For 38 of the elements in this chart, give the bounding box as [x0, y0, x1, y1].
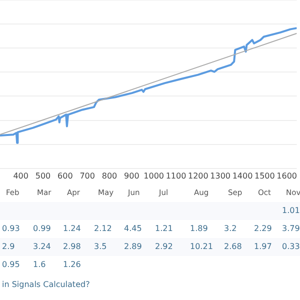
data-label: 2.12 [94, 224, 112, 233]
data-label: 1.26 [63, 260, 81, 269]
text: in Signals Calculated? [1, 279, 91, 291]
data-label: 0.93 [2, 224, 20, 233]
data-label: 3.24 [33, 242, 51, 251]
data-label: 1.01 [282, 206, 300, 215]
data-label: 1.97 [254, 242, 272, 251]
x-tick-label: 1400 [232, 171, 253, 180]
x-tick-label: 1000 [144, 171, 164, 180]
data-label: 10.21 [190, 242, 213, 251]
x-tick-label: 1200 [188, 171, 208, 180]
data-label: 0.99 [33, 224, 51, 233]
data-label: 3.5 [94, 242, 107, 251]
data-label: 0.95 [2, 260, 20, 269]
data-label: 3.2 [224, 224, 237, 233]
data-label: 2.98 [63, 242, 81, 251]
data-label: 2.68 [224, 242, 242, 251]
data-label: 1.21 [155, 224, 173, 233]
data-label: 1.6 [33, 260, 46, 269]
x-tick-label: 400 [13, 171, 28, 180]
x-tick-label: 800 [102, 171, 118, 180]
x-tick-label: 1100 [166, 171, 186, 180]
data-label: 2.89 [124, 242, 142, 251]
data-label: 2.9 [2, 242, 15, 251]
x-tick-label: 1600 [276, 171, 297, 180]
x-tick-label: 1500 [254, 171, 275, 180]
x-tick-label: 600 [58, 171, 73, 180]
data-label: 1.24 [63, 224, 81, 233]
x-tick-label: 700 [80, 171, 95, 180]
x-tick-label: 900 [124, 171, 140, 180]
data-label: 3.79 [282, 224, 300, 233]
x-tick-label: 500 [35, 171, 51, 180]
data-label: 1.89 [190, 224, 208, 233]
data-label: 2.29 [254, 224, 272, 233]
data-label: 0.33 [282, 242, 300, 251]
data-label: 2.92 [155, 242, 173, 251]
x-tick-label: 1300 [210, 171, 231, 180]
data-label: 4.45 [124, 224, 142, 233]
